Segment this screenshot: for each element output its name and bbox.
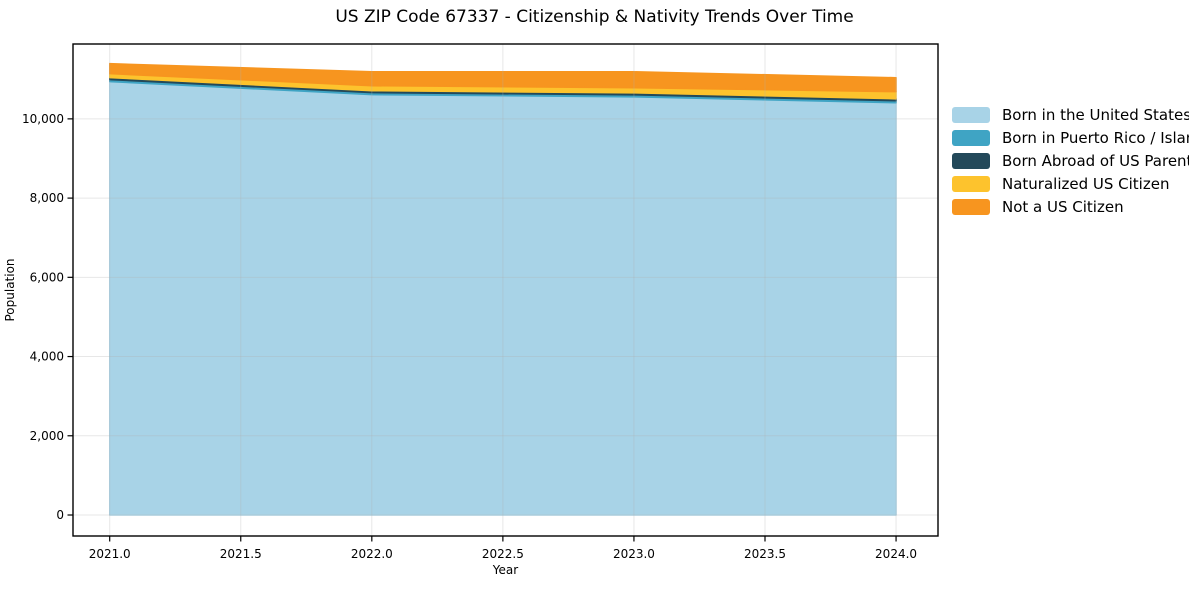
legend-item: Naturalized US Citizen xyxy=(952,174,1189,193)
legend-label-born-abroad: Born Abroad of US Parent(s) xyxy=(1002,151,1189,170)
axis-ticks xyxy=(67,118,897,542)
legend-label-not-citizen: Not a US Citizen xyxy=(1002,197,1124,216)
y-tick-label: 6,000 xyxy=(30,270,64,284)
x-tick-label: 2022.0 xyxy=(351,547,393,561)
y-tick-label: 10,000 xyxy=(22,112,64,126)
x-tick-label: 2023.5 xyxy=(744,547,786,561)
area-layers xyxy=(108,62,897,516)
legend-item: Born in Puerto Rico / Islands xyxy=(952,128,1189,147)
y-tick-label: 4,000 xyxy=(30,350,64,364)
gridlines xyxy=(73,44,938,536)
legend-swatch-born-us xyxy=(952,106,990,123)
legend-item: Not a US Citizen xyxy=(952,197,1189,216)
x-tick-label: 2021.0 xyxy=(89,547,131,561)
legend-swatch-puerto-rico xyxy=(952,129,990,146)
chart-title: US ZIP Code 67337 - Citizenship & Nativi… xyxy=(335,7,854,27)
legend-label-born-us: Born in the United States xyxy=(1002,105,1189,124)
x-tick-label: 2024.0 xyxy=(875,547,917,561)
legend-label-naturalized: Naturalized US Citizen xyxy=(1002,174,1170,193)
area-series-4 xyxy=(108,62,897,93)
legend-swatch-born-abroad xyxy=(952,152,990,169)
legend-item: Born Abroad of US Parent(s) xyxy=(952,151,1189,170)
legend: Born in the United States Born in Puerto… xyxy=(952,106,1189,221)
legend-label-puerto-rico: Born in Puerto Rico / Islands xyxy=(1002,128,1189,147)
y-tick-label: 8,000 xyxy=(30,191,64,205)
y-axis-label: Population xyxy=(3,258,17,321)
x-tick-label: 2023.0 xyxy=(613,547,655,561)
y-tick-label: 2,000 xyxy=(30,429,64,443)
x-tick-label: 2021.5 xyxy=(220,547,262,561)
y-tick-label: 0 xyxy=(56,508,64,522)
legend-swatch-not-citizen xyxy=(952,198,990,215)
legend-swatch-naturalized xyxy=(952,175,990,192)
x-tick-label: 2022.5 xyxy=(482,547,524,561)
x-axis-label: Year xyxy=(492,563,518,577)
legend-item: Born in the United States xyxy=(952,105,1189,124)
axis-labels: 2021.0 2021.5 2022.0 2022.5 2023.0 2023.5 2024… xyxy=(3,112,917,577)
plot-frame xyxy=(72,43,939,537)
